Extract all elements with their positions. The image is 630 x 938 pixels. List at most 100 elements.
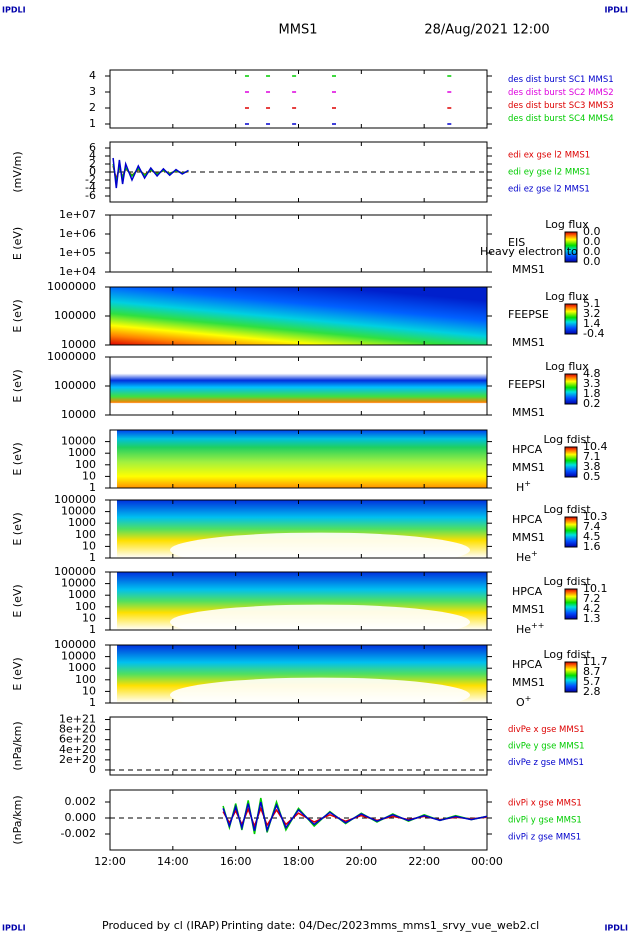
colorbar (564, 373, 578, 405)
y-tick-label: -4 (85, 181, 96, 194)
colorbar-label: 2.8 (583, 685, 601, 698)
instrument: FEEPSI (508, 378, 545, 391)
y-axis-label: E (eV) (11, 657, 24, 690)
x-tick-label: 16:00 (220, 855, 252, 868)
colorbar-title: Log flux (545, 218, 589, 231)
colorbar-label: 0.5 (583, 470, 601, 483)
y-tick-label: 1e+04 (59, 265, 96, 278)
colorbar (564, 303, 578, 335)
species-charge: ++ (531, 621, 544, 630)
legend-entry: des dist burst SC4 MMS4 (508, 114, 614, 124)
spectrogram (110, 287, 487, 345)
species-base: H (516, 481, 524, 494)
y-tick-label: 4 (89, 149, 96, 162)
y-tick-label: 100 (75, 528, 96, 541)
colorbar-title: Log flux (545, 360, 589, 373)
y-tick-label: 1e+21 (59, 713, 96, 726)
colorbar-label: 10.1 (583, 582, 608, 595)
y-tick-label: 1 (89, 696, 96, 709)
y-axis-label: E (eV) (11, 442, 24, 475)
instrument: FEEPSE (508, 308, 549, 321)
y-tick-label: 6e+20 (59, 733, 96, 746)
colorbar-label: 4.8 (583, 367, 601, 380)
y-tick-label: 1000 (68, 661, 96, 674)
note: Heavy electron to (480, 245, 578, 258)
species-charge: + (524, 479, 531, 488)
colorbar-label: 7.1 (583, 450, 601, 463)
data-line (222, 801, 488, 833)
colorbar-label: 4.2 (583, 602, 601, 615)
legend-entry: divPe y gse MMS1 (508, 742, 585, 752)
spacecraft: MMS1 (512, 336, 545, 349)
data-gap (170, 604, 470, 640)
y-tick-label: 10 (82, 611, 96, 624)
legend-entry: divPe z gse MMS1 (508, 758, 584, 768)
colorbar-label: 10.4 (583, 440, 608, 453)
colorbar (564, 231, 578, 263)
species: He++ (516, 621, 544, 637)
x-tick-label: 12:00 (94, 855, 126, 868)
y-tick-label: 10000 (61, 408, 96, 421)
y-axis-label: (nPa/km) (11, 795, 24, 844)
colorbar-label: 0.0 (583, 245, 601, 258)
y-tick-label: 1 (89, 551, 96, 564)
colorbar-label: 1.3 (583, 612, 601, 625)
y-tick-label: 100000 (54, 493, 96, 506)
y-tick-label: 100000 (54, 379, 96, 392)
y-tick-label: 100 (75, 673, 96, 686)
colorbar-label: 8.7 (583, 665, 601, 678)
y-tick-label: -0.002 (61, 827, 96, 840)
colorbar (564, 446, 578, 478)
spacecraft: MMS1 (512, 406, 545, 419)
species: H+ (516, 479, 531, 495)
spacecraft: MMS1 (512, 263, 545, 276)
y-axis-label: (nPa/km) (11, 721, 24, 770)
colorbar-label: 1.8 (583, 387, 601, 400)
x-tick-label: 14:00 (157, 855, 189, 868)
y-tick-label: 10000 (61, 505, 96, 518)
y-tick-label: 0.002 (65, 795, 97, 808)
colorbar-label: 3.3 (583, 377, 601, 390)
legend-entry: divPi y gse MMS1 (508, 816, 582, 826)
y-tick-label: 3 (89, 85, 96, 98)
y-tick-label: 2 (89, 101, 96, 114)
instrument: HPCA (512, 513, 543, 526)
y-tick-label: 100000 (54, 565, 96, 578)
y-tick-label: 1000000 (47, 350, 96, 363)
y-tick-label: 10 (82, 684, 96, 697)
colorbar-label: 7.2 (583, 592, 601, 605)
instrument: HPCA (512, 658, 543, 671)
data-gap (170, 677, 470, 713)
spacecraft: MMS1 (512, 461, 545, 474)
spectrogram (110, 362, 487, 408)
colorbar-label: 7.4 (583, 520, 601, 533)
colorbar-title: Log flux (545, 290, 589, 303)
logo: IPDLI (2, 924, 26, 933)
y-tick-label: 10000 (61, 435, 96, 448)
y-tick-label: 1e+06 (59, 227, 96, 240)
y-tick-label: 1 (89, 481, 96, 494)
y-axis-label: (mV/m) (11, 151, 24, 192)
y-tick-label: 1 (89, 117, 96, 130)
colorbar-label: 5.7 (583, 675, 601, 688)
colorbar (564, 661, 578, 693)
footer: mms_mms1_srvy_vue_web2.cl (370, 919, 539, 932)
y-axis-label: E (eV) (11, 584, 24, 617)
species-base: O (516, 696, 525, 709)
legend-entry: edi ex gse l2 MMS1 (508, 150, 590, 160)
legend-entry: divPi z gse MMS1 (508, 833, 581, 843)
colorbar (564, 588, 578, 620)
y-tick-label: 1 (89, 623, 96, 636)
spacecraft: MMS1 (512, 531, 545, 544)
legend-entry: edi ey gse l2 MMS1 (508, 168, 590, 178)
y-tick-label: 1000000 (47, 280, 96, 293)
y-tick-label: 0 (89, 165, 96, 178)
colorbar-label: 11.7 (583, 655, 608, 668)
colorbar-label: 1.6 (583, 540, 601, 553)
panel-frame (109, 716, 488, 776)
y-tick-label: 0.000 (65, 811, 97, 824)
species: O+ (516, 694, 531, 710)
colorbar-title: Log fdist (543, 433, 591, 446)
logo: IPDLI (604, 6, 628, 15)
